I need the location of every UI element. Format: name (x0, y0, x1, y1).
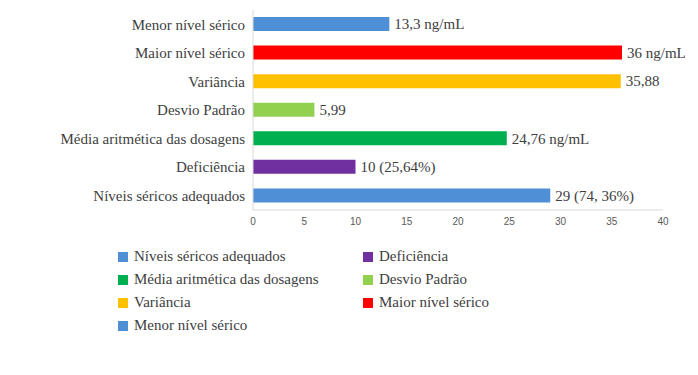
svg-text:25: 25 (504, 216, 516, 227)
html-text:Variância: Variância (134, 294, 191, 310)
svg-text:30: 30 (555, 216, 567, 227)
svg-text:35,88: 35,88 (626, 73, 660, 89)
svg-text:10 (25,64%): 10 (25,64%) (361, 159, 436, 176)
svg-text:5: 5 (301, 216, 307, 227)
html-text:Menor nível sérico: Menor nível sérico (134, 317, 248, 333)
html-text:Níveis séricos adequados: Níveis séricos adequados (134, 248, 286, 264)
svg-text:Variância: Variância (188, 74, 245, 90)
svg-text:35: 35 (606, 216, 618, 227)
html-text:Média aritmética das dosagens: Média aritmética das dosagens (134, 271, 319, 287)
svg-text:5,99: 5,99 (319, 102, 345, 118)
html-text:Maior nível sérico: Maior nível sérico (379, 294, 489, 310)
svg-text:24,76 ng/mL: 24,76 ng/mL (512, 131, 590, 147)
svg-text:0: 0 (250, 216, 256, 227)
svg-text:29 (74, 36%): 29 (74, 36%) (555, 188, 634, 205)
svg-text:Deficiência: Deficiência (176, 159, 245, 175)
svg-text:Menor nível sérico: Menor nível sérico (132, 17, 245, 33)
svg-text:15: 15 (401, 216, 413, 227)
svg-text:Média aritmética das dosagens: Média aritmética das dosagens (60, 131, 245, 147)
svg-text:13,3 ng/mL: 13,3 ng/mL (394, 16, 464, 32)
svg-text:40: 40 (657, 216, 669, 227)
svg-text:Desvio Padrão: Desvio Padrão (157, 102, 245, 118)
svg-text:Níveis séricos adequados: Níveis séricos adequados (93, 188, 245, 204)
svg-text:36 ng/mL: 36 ng/mL (627, 45, 686, 61)
html-text:Desvio Padrão: Desvio Padrão (379, 271, 467, 287)
svg-text:10: 10 (350, 216, 362, 227)
svg-text:Maior nível sérico: Maior nível sérico (135, 45, 245, 61)
svg-text:20: 20 (452, 216, 464, 227)
html-text:Deficiência: Deficiência (379, 248, 449, 264)
